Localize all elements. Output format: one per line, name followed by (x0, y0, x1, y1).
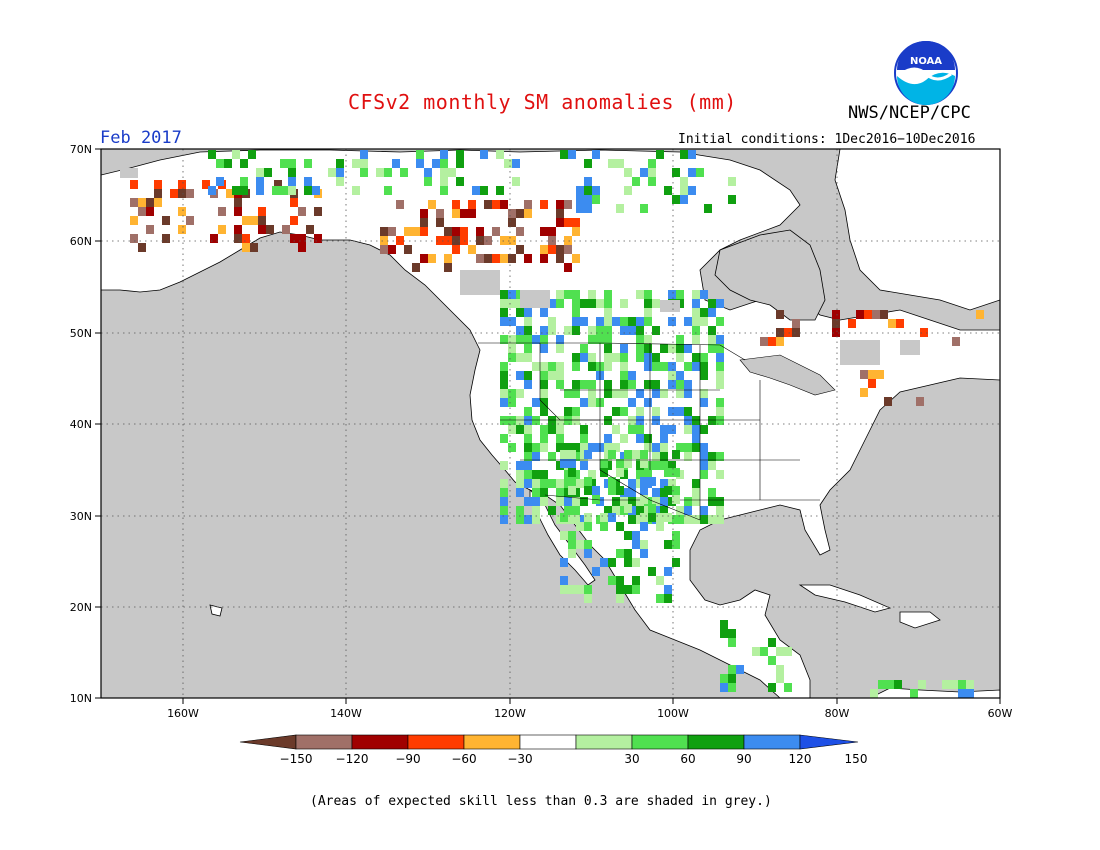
anomaly-cells (130, 150, 984, 698)
organization-label: NWS/NCEP/CPC (848, 103, 971, 123)
noaa-logo: NOAA (894, 41, 958, 105)
forecast-month: Feb 2017 (100, 128, 182, 148)
initial-conditions: Initial conditions: 1Dec2016−10Dec2016 (678, 132, 976, 147)
svg-text:NOAA: NOAA (910, 56, 942, 67)
colorbar-tick-label: −150 (280, 752, 313, 766)
lat-label-60n: 60N (70, 235, 92, 248)
colorbar-tick-label: 30 (624, 752, 639, 766)
colorbar-swatch (631, 734, 689, 750)
low-skill-shading (120, 168, 920, 365)
colorbar-tick-label: 120 (789, 752, 812, 766)
land-layer (101, 149, 1000, 698)
colorbar-swatch (351, 734, 409, 750)
footnote: (Areas of expected skill less than 0.3 a… (310, 794, 772, 809)
colorbar: −150 −120 −90 −60 −30 30 60 90 120 150 (239, 734, 868, 766)
lat-label-20n: 20N (70, 601, 92, 614)
lon-label-60w: 60W (988, 707, 1013, 720)
colorbar-swatch (463, 734, 521, 750)
colorbar-arrow-left (239, 734, 297, 750)
political-boundaries (478, 342, 820, 521)
axis-ticks (95, 148, 1001, 704)
colorbar-tick-label: 60 (680, 752, 695, 766)
lon-label-140w: 140W (330, 707, 362, 720)
greenland-land (834, 149, 1000, 311)
lat-label-30n: 30N (70, 510, 92, 523)
colorbar-swatch (687, 734, 745, 750)
colorbar-tick-label: 90 (736, 752, 751, 766)
great-lakes (739, 354, 836, 396)
cuba-land (798, 584, 892, 613)
lat-label-70n: 70N (70, 143, 92, 156)
lat-label-10n: 10N (70, 692, 92, 705)
colorbar-tick-label: −120 (336, 752, 369, 766)
lat-label-40n: 40N (70, 418, 92, 431)
colorbar-swatch (519, 734, 577, 750)
lon-label-160w: 160W (167, 707, 199, 720)
colorbar-swatch (295, 734, 353, 750)
lon-label-100w: 100W (657, 707, 689, 720)
colorbar-tick-label: 150 (845, 752, 868, 766)
colorbar-tick-label: −30 (507, 752, 532, 766)
chart-title: CFSv2 monthly SM anomalies (mm) (348, 90, 737, 114)
colorbar-swatch (407, 734, 465, 750)
graticule (101, 149, 1000, 698)
lon-label-80w: 80W (825, 707, 850, 720)
lon-label-120w: 120W (494, 707, 526, 720)
colorbar-tick-label: −60 (451, 752, 476, 766)
lat-label-50n: 50N (70, 327, 92, 340)
colorbar-swatch (575, 734, 633, 750)
colorbar-swatch (743, 734, 801, 750)
colorbar-arrow-right (799, 734, 859, 750)
colorbar-tick-label: −90 (395, 752, 420, 766)
hispaniola-land (899, 611, 941, 629)
